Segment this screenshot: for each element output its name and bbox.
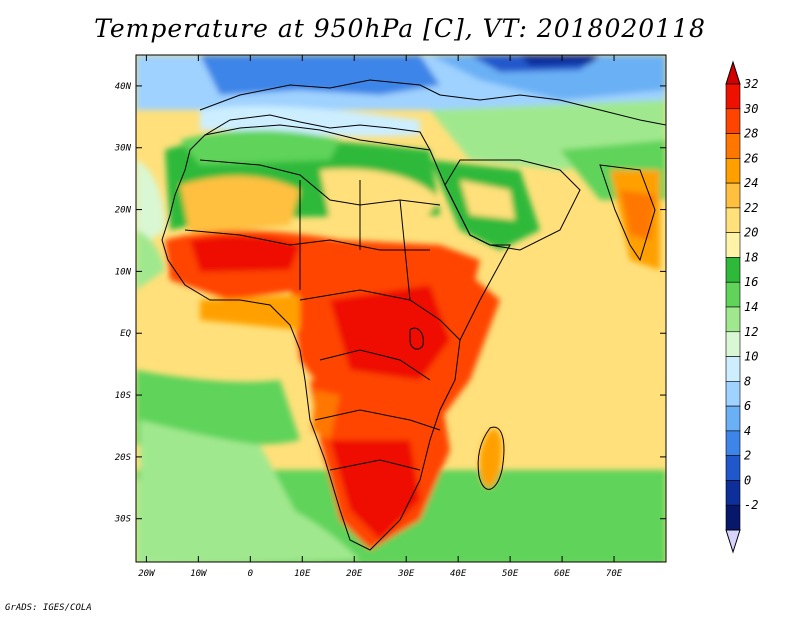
- lat-label: 20N: [115, 206, 132, 216]
- colorbar-swatch: [725, 504, 741, 531]
- colorbar-swatch: [725, 207, 741, 233]
- colorbar-swatch: [725, 455, 741, 481]
- colorbar-swatch: [725, 356, 741, 382]
- colorbar-label: -2: [744, 498, 758, 512]
- lon-label: 0: [248, 569, 253, 579]
- coastlines: [161, 79, 666, 551]
- colorbar-swatch: [725, 430, 741, 456]
- colorbar-label: 20: [744, 226, 758, 240]
- colorbar-bottom-arrow: [725, 529, 741, 554]
- colorbar-swatch: [725, 405, 741, 432]
- lat-label: 10S: [115, 391, 132, 401]
- colorbar-top-arrow: [725, 60, 741, 85]
- lat-label: EQ: [120, 329, 131, 339]
- colorbar-swatch: [725, 83, 741, 110]
- colorbar-label: 22: [744, 201, 758, 215]
- lon-label: 70E: [606, 569, 623, 579]
- colorbar-label: 0: [744, 473, 751, 487]
- lat-label: 40N: [115, 82, 132, 92]
- lon-label: 10W: [190, 569, 208, 579]
- colorbar-label: 10: [744, 350, 758, 364]
- colorbar-label: 18: [744, 250, 758, 264]
- colorbar-label: 2: [744, 449, 751, 463]
- colorbar-swatch: [725, 158, 741, 184]
- colorbar-label: 4: [744, 424, 751, 438]
- map-title: Temperature at 950hPa [C], VT: 201802011…: [94, 14, 706, 43]
- colorbar-label: 28: [744, 127, 758, 141]
- lat-label: 20S: [115, 453, 132, 463]
- lat-label: 10N: [115, 267, 132, 277]
- colorbar-swatch: [725, 257, 741, 283]
- colorbar-swatch: [725, 331, 741, 357]
- colorbar-swatch: [725, 182, 741, 209]
- lon-label: 60E: [554, 569, 571, 579]
- lat-label: 30N: [114, 144, 132, 154]
- lon-label: 10E: [294, 569, 311, 579]
- temperature-field: [136, 55, 666, 562]
- colorbar-swatch: [725, 281, 741, 308]
- lon-label: 20E: [346, 569, 363, 579]
- colorbar-label: 16: [744, 275, 758, 289]
- lon-label: 50E: [502, 569, 519, 579]
- colorbar-swatch: [725, 108, 741, 134]
- colorbar-label: 32: [743, 77, 758, 91]
- colorbar-swatch: [725, 480, 741, 506]
- colorbar-label: 30: [743, 102, 758, 116]
- colorbar-label: 24: [744, 176, 758, 190]
- colorbar-label: 12: [744, 325, 758, 339]
- colorbar-swatch: [725, 133, 741, 159]
- colorbar-swatch: [725, 306, 741, 333]
- colorbar-label: 8: [744, 374, 751, 388]
- lon-label: 20W: [138, 569, 156, 579]
- grads-credit: GrADS: IGES/COLA: [5, 603, 92, 613]
- longitude-axis: 20W 10W 0 10E 20E 30E 40E 50E 60E 70E: [138, 55, 623, 579]
- colorbar-label: 14: [744, 300, 758, 314]
- lon-label: 40E: [450, 569, 467, 579]
- colorbar-swatch: [725, 381, 741, 407]
- map-frame: [135, 54, 667, 563]
- colorbar-swatch: [725, 232, 741, 258]
- colorbar-label: 26: [744, 151, 758, 165]
- colorbar-label: 6: [744, 399, 751, 413]
- lat-label: 30S: [114, 515, 132, 525]
- latitude-axis: 40N 30N 20N 10N EQ 10S 20S 30S: [114, 82, 666, 525]
- lon-label: 30E: [397, 569, 415, 579]
